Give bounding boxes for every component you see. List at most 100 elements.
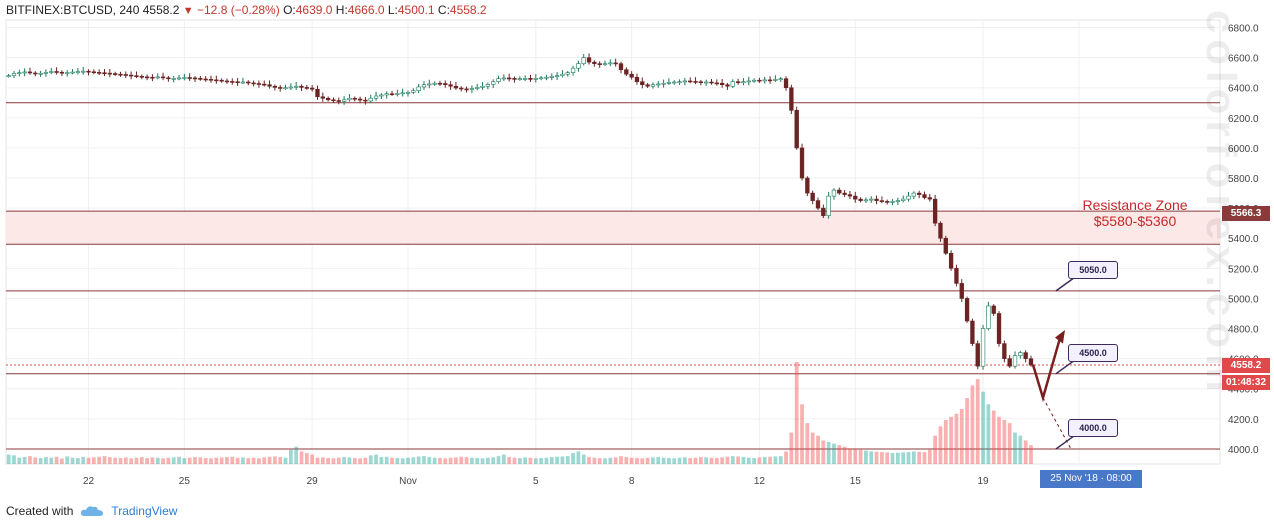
volume-bar (145, 458, 149, 464)
candle-body (805, 177, 810, 194)
candle-body (134, 75, 139, 77)
candle-body (150, 76, 155, 79)
volume-bar (629, 457, 634, 464)
volume-bar (933, 435, 937, 464)
candle-body (938, 222, 943, 239)
candle-body (251, 82, 256, 85)
volume-bar (800, 404, 804, 464)
volume-bar (896, 452, 900, 464)
candle-body (975, 343, 980, 367)
candle-body (565, 72, 570, 75)
candle-body (160, 76, 166, 79)
x-tick-label: 15 (850, 476, 862, 487)
candle-body (65, 72, 70, 74)
candle-body (512, 78, 517, 80)
volume-bar (693, 457, 698, 464)
volume-bar (842, 446, 847, 464)
volume-bar (848, 448, 852, 464)
volume-bar (555, 456, 559, 464)
volume-bar (853, 449, 858, 464)
candle-body (922, 194, 927, 198)
volume-bar (118, 458, 123, 464)
volume-bar (597, 458, 602, 464)
candle-body (341, 99, 347, 102)
volume-bar (496, 456, 501, 464)
candle-body (171, 78, 176, 80)
volume-bar (331, 458, 336, 464)
volume-bar (416, 456, 421, 464)
candle-body (943, 237, 948, 254)
volume-bar (1018, 435, 1023, 464)
candle-body (629, 73, 634, 78)
candle-body (885, 201, 890, 203)
volume-bar (336, 457, 341, 464)
candle-body (874, 198, 879, 201)
candle-body (198, 78, 203, 80)
candle-body (954, 268, 959, 284)
volume-bar (448, 457, 453, 464)
candle-body (27, 71, 33, 74)
callout-4000: 4000.0 (1068, 418, 1118, 437)
candle-body (11, 73, 17, 76)
volume-bar (150, 457, 155, 464)
volume-bar (874, 451, 879, 464)
candle-body (102, 72, 107, 74)
volume-bar (155, 457, 160, 464)
candle-body (656, 83, 661, 86)
volume-bar (470, 457, 474, 464)
volume-bar (869, 451, 874, 464)
volume-bar (991, 410, 996, 464)
candle-body (501, 77, 507, 80)
volume-bar (507, 457, 512, 464)
volume-bar (70, 457, 75, 464)
callout-4500: 4500.0 (1068, 343, 1118, 362)
volume-bar (656, 457, 661, 464)
candle-body (821, 207, 826, 216)
tradingview-brand[interactable]: TradingView (111, 504, 178, 518)
volume-bar (76, 458, 80, 464)
volume-bar (523, 457, 528, 464)
volume-bar (209, 458, 213, 464)
volume-bar (890, 453, 895, 464)
candle-body (858, 198, 863, 201)
candle-body (139, 75, 144, 78)
candle-body (581, 57, 586, 64)
candle-body (373, 95, 379, 99)
candle-body (757, 79, 762, 82)
volume-bar (475, 458, 480, 464)
candle-body (986, 305, 991, 329)
resistance-zone-title: Resistance Zone (1082, 197, 1188, 213)
candle-body (901, 198, 906, 201)
y-tick-label: 6400.0 (1228, 84, 1259, 95)
volume-bar (443, 458, 448, 464)
candle-body (299, 85, 304, 88)
volume-bar (810, 432, 815, 464)
volume-bar (464, 457, 469, 464)
volume-bar (182, 458, 187, 464)
volume-bar (794, 361, 799, 464)
watermark: colorforex.com (1198, 10, 1245, 398)
y-tick-label: 4200.0 (1228, 415, 1259, 426)
candle-body (304, 87, 310, 89)
candle-body (219, 79, 224, 82)
candle-body (49, 71, 54, 73)
candle-body (448, 84, 453, 87)
candle-body (714, 82, 719, 85)
x-tick-label: 8 (629, 476, 635, 487)
candle-body (895, 200, 901, 202)
volume-bar (581, 454, 586, 464)
volume-bar (741, 457, 746, 464)
volume-bar (943, 420, 948, 464)
candle-body (203, 78, 208, 81)
volume-bar (762, 457, 767, 464)
candle-body (379, 94, 384, 97)
open-value: 4639.0 (295, 3, 333, 17)
candle-body (661, 82, 666, 85)
candle-body (704, 81, 709, 84)
resistance-zone-label: Resistance Zone $5580-$5360 (1060, 197, 1210, 229)
candle-body (6, 75, 11, 77)
volume-bar (768, 456, 772, 464)
candle-body (123, 74, 128, 76)
